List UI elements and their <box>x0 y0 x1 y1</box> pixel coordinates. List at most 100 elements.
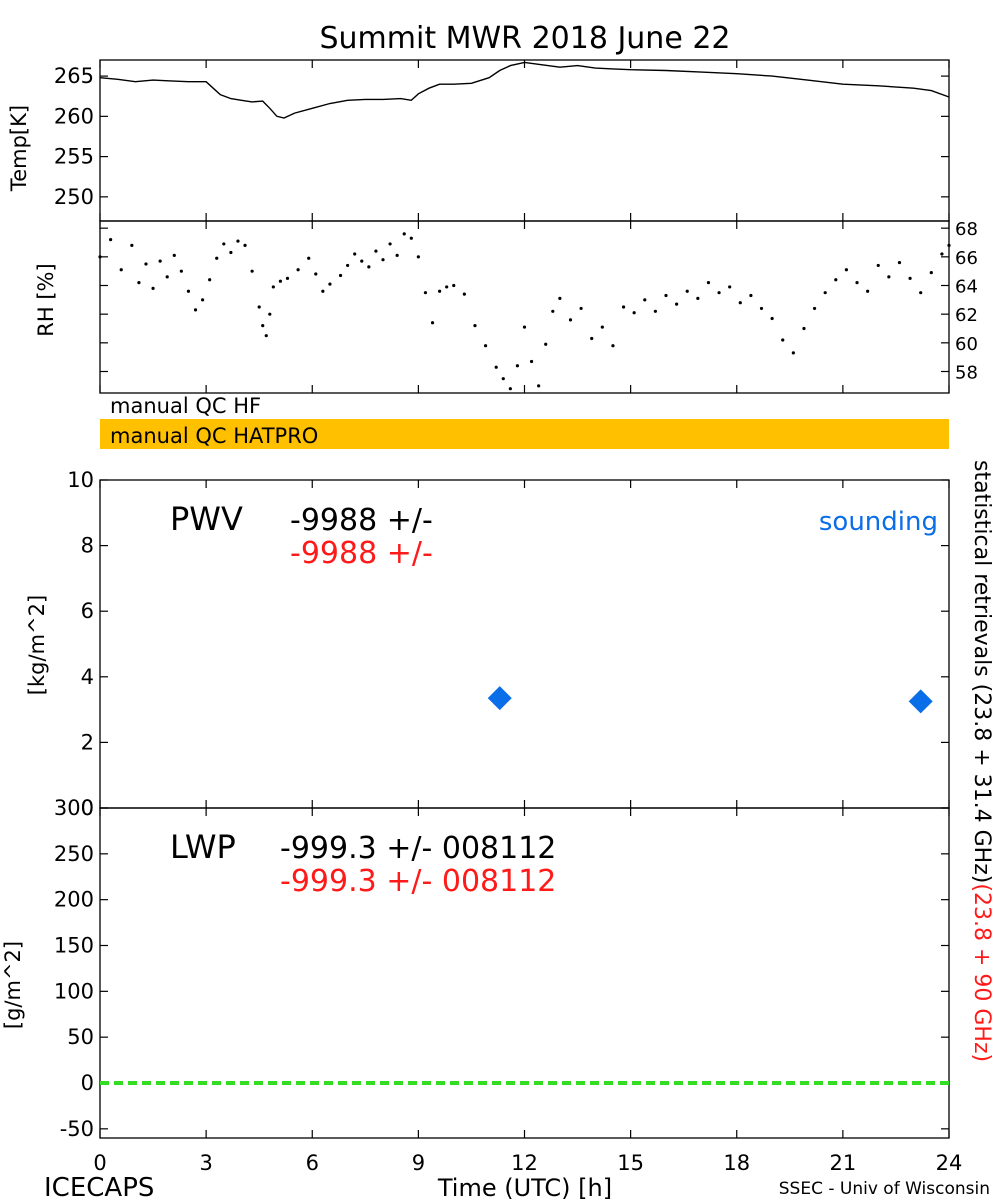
rh-point <box>844 268 849 272</box>
rh-point <box>947 243 951 247</box>
y-tick-label: 150 <box>54 934 94 958</box>
y-tick-label: 64 <box>955 277 978 298</box>
rh-point <box>250 269 254 273</box>
rh-point <box>151 286 155 290</box>
rh-point <box>664 293 668 298</box>
x-tick-label: 9 <box>412 1151 425 1175</box>
rh-panel: 58 60 62 64 66 68 RH [%] <box>34 219 978 394</box>
rh-point <box>600 325 604 329</box>
rh-point <box>137 281 141 285</box>
pwv-value: -9988 +/- <box>290 503 433 538</box>
rh-point <box>430 321 435 325</box>
rh-point <box>423 291 428 295</box>
rh-point <box>416 255 420 259</box>
rh-point <box>278 279 283 283</box>
rh-point <box>866 289 870 293</box>
rh-point <box>360 259 364 263</box>
y-tick-label: 50 <box>67 1025 94 1049</box>
rh-point <box>462 292 466 296</box>
rh-point <box>328 282 332 286</box>
rh-point <box>236 239 240 243</box>
rh-point <box>321 289 325 293</box>
rh-point <box>653 309 657 313</box>
rh-point <box>537 384 541 388</box>
rh-point <box>261 324 265 328</box>
x-tick-label: 3 <box>199 1151 212 1175</box>
y-tick-label: 10 <box>67 468 94 492</box>
sounding-legend: sounding <box>819 507 938 537</box>
rh-point <box>374 249 378 253</box>
rh-point <box>611 344 615 348</box>
temperature-plot-frame <box>99 59 950 222</box>
y-tick-label: 66 <box>955 248 978 269</box>
rh-point <box>445 285 449 289</box>
x-tick-label: 0 <box>93 1151 106 1175</box>
rh-point <box>522 325 527 329</box>
y-tick-label: 250 <box>54 842 94 866</box>
y-tick-label: 265 <box>54 64 94 88</box>
y-tick-label: 260 <box>54 104 94 128</box>
x-axis-title: Time (UTC) [h] <box>437 1174 612 1200</box>
rh-point <box>685 289 689 293</box>
rh-point <box>929 271 933 275</box>
y-tick-label: 62 <box>955 305 978 326</box>
footer-left: ICECAPS <box>44 1173 154 1200</box>
rh-point <box>264 334 268 338</box>
y-tick-label: 0 <box>81 796 94 820</box>
lwp-value: -999.3 +/- 008112 <box>280 831 556 866</box>
rh-point <box>706 281 711 285</box>
rh-point <box>179 269 183 273</box>
rh-point <box>215 256 219 260</box>
y-tick-label: 6 <box>81 599 94 623</box>
rh-plot-frame <box>99 220 950 394</box>
qc-hatpro-bar <box>100 419 949 449</box>
rh-point <box>353 252 357 256</box>
rh-point <box>855 281 859 285</box>
rh-point <box>98 255 102 259</box>
x-tick-label: 12 <box>511 1151 538 1175</box>
rh-point <box>172 253 176 257</box>
rh-point <box>473 324 477 328</box>
rh-point <box>229 250 233 255</box>
rh-point <box>307 256 311 260</box>
rh-point <box>144 262 148 266</box>
rh-point <box>158 259 162 263</box>
y-tick-label: 250 <box>54 185 94 209</box>
rh-point <box>643 298 647 302</box>
rh-point <box>296 268 300 272</box>
temperature-series-line <box>99 61 950 119</box>
rh-point <box>438 289 442 293</box>
rh-point <box>738 301 742 305</box>
x-tick-label: 18 <box>723 1151 750 1175</box>
rh-point <box>452 283 456 288</box>
temperature-panel: 250 255 260 265 Temp[K] <box>7 59 950 222</box>
y-tick-label: -50 <box>60 1117 94 1141</box>
sounding-point <box>908 689 933 714</box>
rh-point <box>515 364 520 368</box>
rh-point <box>409 236 413 240</box>
y-tick-label: 100 <box>54 979 94 1003</box>
rh-point <box>271 285 275 289</box>
rh-point <box>749 293 753 298</box>
pwv-label: PWV <box>170 500 243 538</box>
rh-point <box>388 242 392 246</box>
pwv-panel: 0 2 4 6 8 10 PWV -9988 +/- -9988 +/- sounding… <box>25 468 950 820</box>
rh-point <box>257 305 261 309</box>
rh-point <box>508 387 512 391</box>
right-label-black: statistical retrievals (23.8 + 31.4 GHz) <box>969 460 994 883</box>
rh-axis-label: RH [%] <box>34 263 58 336</box>
footer-right: SSEC - Univ of Wisconsin <box>779 1179 990 1199</box>
x-tick-label: 21 <box>830 1151 857 1175</box>
rh-point <box>285 276 290 280</box>
rh-point <box>579 306 583 311</box>
rh-point <box>823 291 827 295</box>
pwv-axis-label: [kg/m^2] <box>25 595 49 695</box>
rh-point <box>568 318 573 322</box>
lwp-panel: -50 0 50 100 150 200 250 300 LWP -999.3 +/- 008… <box>1 796 950 1141</box>
rh-point <box>165 275 169 279</box>
rh-point <box>558 296 562 300</box>
y-tick-label: 8 <box>81 534 94 558</box>
rh-point <box>621 305 626 309</box>
y-tick-label: 200 <box>54 888 94 912</box>
pwv-value-red: -9988 +/- <box>290 536 433 571</box>
